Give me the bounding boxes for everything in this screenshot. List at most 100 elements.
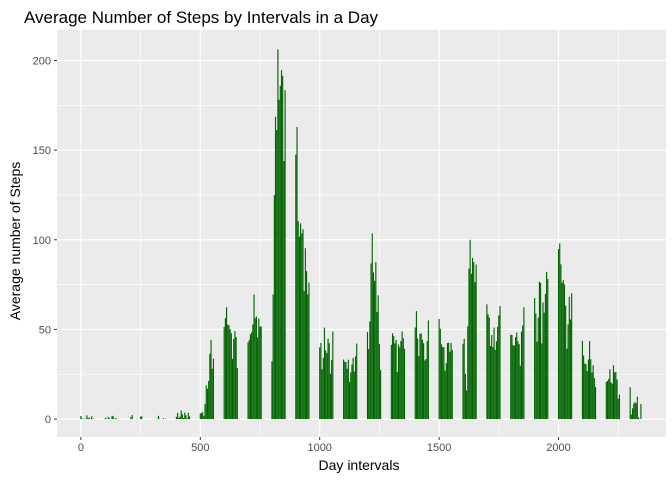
bar: [440, 344, 443, 420]
bar: [590, 359, 592, 420]
bar: [282, 75, 284, 420]
x-axis-title: Day intervals: [319, 457, 400, 473]
bar: [301, 233, 303, 420]
bar: [633, 403, 635, 420]
bar: [611, 383, 613, 420]
bar: [568, 296, 570, 420]
bar: [540, 282, 542, 420]
bar: [278, 99, 280, 420]
bar: [594, 386, 597, 420]
bar: [116, 418, 118, 420]
bar: [636, 396, 638, 420]
bar: [354, 356, 357, 420]
bar: [323, 327, 326, 420]
bar: [497, 326, 499, 420]
bar: [390, 344, 392, 420]
bar: [514, 337, 517, 420]
bar: [87, 418, 89, 420]
bar: [92, 418, 94, 420]
bar: [494, 349, 496, 420]
y-tick-label: 100: [33, 235, 51, 247]
bar: [608, 378, 610, 420]
bar: [419, 333, 421, 420]
bar: [519, 365, 521, 420]
bar: [463, 338, 465, 420]
bar: [328, 343, 330, 420]
bar: [296, 126, 298, 420]
bar: [298, 236, 300, 420]
bar: [489, 345, 492, 420]
bar: [234, 331, 236, 420]
bar: [468, 268, 470, 420]
bar: [306, 271, 308, 420]
bar: [375, 262, 377, 420]
bar: [438, 319, 440, 420]
x-tick-label: 500: [191, 442, 209, 454]
bar: [605, 381, 607, 420]
bar: [520, 331, 523, 420]
bar: [331, 359, 333, 420]
bar: [592, 365, 594, 420]
bar: [253, 294, 255, 420]
bar: [188, 416, 191, 420]
bar: [512, 345, 514, 420]
bar: [492, 347, 494, 420]
bar: [449, 351, 451, 420]
bar: [585, 364, 587, 420]
bar: [371, 233, 373, 420]
bar: [114, 418, 117, 420]
bar: [571, 293, 573, 420]
bar: [307, 294, 309, 420]
y-tick-label: 0: [45, 414, 51, 426]
x-tick-label: 1000: [307, 442, 331, 454]
bar: [606, 380, 609, 420]
bar: [209, 353, 211, 420]
bar: [258, 318, 260, 420]
bar: [464, 373, 466, 420]
bar: [205, 385, 207, 420]
bar: [322, 357, 324, 420]
bar: [471, 257, 474, 420]
bar: [424, 360, 426, 420]
bar: [470, 273, 472, 420]
bar: [462, 343, 464, 420]
bar: [393, 336, 395, 420]
bar: [187, 412, 189, 420]
bar: [396, 372, 398, 420]
bar: [593, 378, 595, 420]
bar: [272, 294, 274, 420]
bar: [280, 70, 283, 420]
bar: [308, 282, 310, 420]
bar: [493, 327, 495, 420]
bar: [547, 278, 549, 420]
bar: [567, 324, 569, 420]
bar: [235, 336, 237, 420]
bar: [487, 314, 489, 420]
bar: [108, 418, 111, 420]
bar: [227, 324, 229, 420]
bar: [391, 333, 394, 420]
bar: [542, 302, 544, 420]
bar: [495, 341, 498, 420]
bar: [140, 416, 142, 420]
bar: [425, 359, 427, 420]
bar: [175, 416, 177, 420]
bar: [583, 355, 585, 420]
bar: [274, 116, 277, 420]
bar: [368, 349, 370, 420]
y-tick-label: 50: [39, 324, 51, 336]
bar: [180, 410, 182, 420]
bar: [420, 333, 422, 420]
bar: [541, 343, 543, 420]
bar: [277, 49, 279, 420]
bar: [343, 359, 345, 420]
bar: [591, 372, 593, 420]
bar: [224, 318, 226, 420]
bar: [469, 239, 471, 420]
bar: [378, 343, 380, 420]
bar: [562, 280, 564, 420]
bar: [271, 361, 273, 420]
bar-series: [80, 49, 642, 420]
bar: [111, 416, 113, 420]
